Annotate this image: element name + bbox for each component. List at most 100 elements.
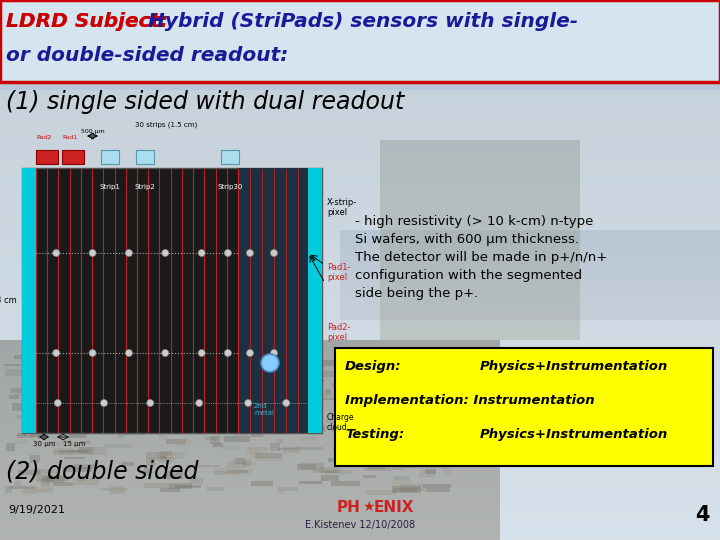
Bar (340, 314, 720, 317)
Bar (373, 410, 384, 416)
Text: Pad1-
pixel: Pad1- pixel (327, 263, 351, 282)
Bar (380, 180, 580, 185)
Bar (54, 450, 78, 455)
Bar (0, 472, 720, 477)
Bar (380, 240, 580, 245)
Bar (297, 447, 323, 450)
Bar (287, 406, 300, 414)
Circle shape (198, 349, 205, 356)
Bar (92, 391, 120, 393)
Bar (166, 415, 189, 417)
Bar (0, 516, 500, 520)
Bar (59, 450, 87, 453)
Bar (388, 437, 402, 440)
Bar (446, 395, 471, 399)
Bar (0, 220, 720, 225)
Circle shape (53, 249, 60, 256)
Bar (400, 484, 426, 491)
Bar (380, 155, 580, 160)
Text: 15 μm: 15 μm (63, 441, 85, 447)
Bar (0, 274, 720, 279)
Bar (340, 305, 720, 308)
Bar (159, 431, 166, 440)
Text: 4: 4 (696, 505, 710, 525)
Bar (278, 448, 297, 450)
Text: LDRD Subject: Hybrid (StriPads) sensors with single-: LDRD Subject: Hybrid (StriPads) sensors … (6, 12, 606, 31)
Bar (0, 347, 720, 351)
Bar (305, 352, 323, 356)
Bar (70, 358, 97, 364)
Bar (174, 484, 202, 488)
Bar (360, 447, 372, 453)
Bar (0, 446, 720, 450)
Bar (308, 168, 322, 433)
Bar (0, 441, 720, 445)
Circle shape (53, 349, 60, 356)
Bar (419, 470, 435, 477)
Bar (0, 476, 500, 480)
Bar (75, 374, 81, 380)
Bar (0, 320, 720, 324)
Bar (270, 443, 279, 450)
Bar (104, 444, 109, 447)
Text: The detector will be made in p+/n/n+: The detector will be made in p+/n/n+ (355, 251, 607, 264)
Text: Pad1: Pad1 (62, 135, 77, 140)
Bar (53, 448, 74, 455)
Circle shape (125, 249, 132, 256)
Bar (0, 256, 720, 261)
Bar (380, 245, 580, 250)
Bar (0, 500, 500, 504)
Bar (340, 257, 720, 260)
Bar (158, 457, 173, 462)
Bar (421, 355, 430, 360)
Text: Design:: Design: (345, 360, 402, 373)
Bar (0, 162, 720, 167)
Bar (112, 408, 136, 411)
Bar (325, 470, 351, 474)
Bar (107, 360, 115, 366)
Bar (354, 362, 369, 370)
Bar (14, 355, 40, 360)
Bar (247, 447, 269, 450)
Circle shape (54, 400, 61, 407)
Bar (401, 433, 423, 440)
Bar (364, 463, 391, 471)
Text: side being the p+.: side being the p+. (355, 287, 478, 300)
Bar (0, 504, 500, 508)
Bar (380, 275, 580, 280)
Bar (0, 404, 500, 408)
Bar (422, 446, 428, 450)
Bar (0, 477, 720, 482)
Bar (400, 397, 415, 400)
Bar (74, 464, 96, 469)
Bar (14, 481, 20, 487)
Bar (6, 443, 15, 451)
Bar (248, 362, 263, 367)
Bar (433, 385, 451, 389)
Bar (391, 458, 415, 466)
Circle shape (101, 400, 107, 407)
Bar (0, 380, 500, 384)
Bar (0, 328, 720, 333)
Circle shape (246, 249, 253, 256)
Bar (392, 487, 421, 493)
Bar (340, 245, 720, 248)
Circle shape (261, 354, 279, 372)
Bar (0, 482, 720, 486)
Bar (340, 290, 720, 293)
Text: configuration with the segmented: configuration with the segmented (355, 269, 582, 282)
Bar (0, 414, 720, 418)
Circle shape (147, 400, 154, 407)
Bar (358, 420, 377, 426)
Bar (204, 422, 222, 428)
Bar (380, 310, 580, 315)
Bar (243, 459, 251, 465)
Bar (376, 395, 385, 397)
Bar (101, 150, 119, 164)
Bar (447, 360, 466, 368)
Bar (0, 459, 720, 464)
Bar (0, 90, 720, 94)
Bar (0, 180, 720, 185)
Bar (0, 526, 720, 531)
Bar (349, 414, 367, 418)
